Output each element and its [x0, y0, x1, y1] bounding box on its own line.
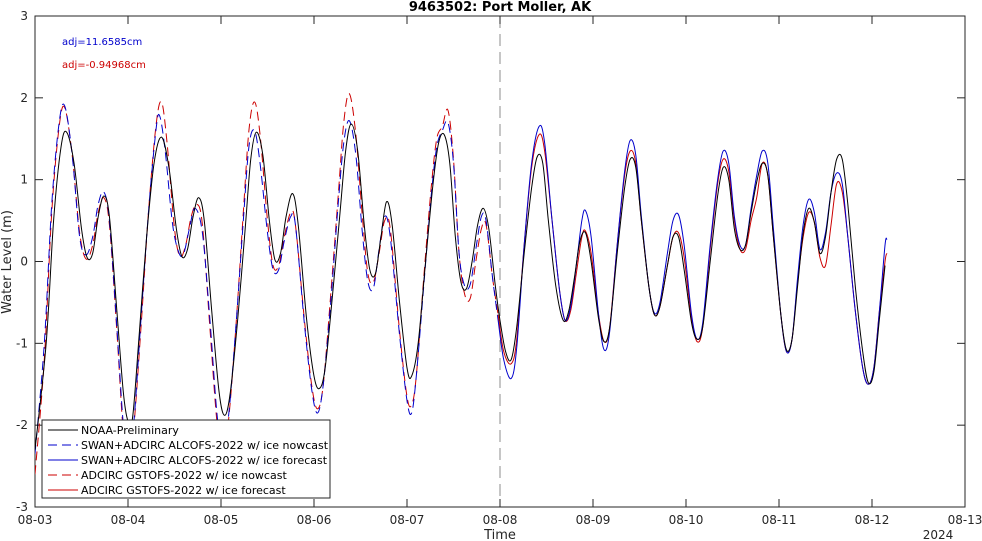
legend-label-3: ADCIRC GSTOFS-2022 w/ ice nowcast: [81, 469, 287, 482]
series-line-4: [497, 133, 888, 385]
y-tick-label: -3: [16, 500, 28, 514]
y-axis-label: Water Level (m): [0, 210, 15, 314]
legend-label-1: SWAN+ADCIRC ALCOFS-2022 w/ ice nowcast: [81, 439, 329, 452]
x-tick-label: 08-03: [18, 513, 53, 527]
x-axis-label: Time: [483, 528, 516, 541]
x-tick-label: 08-09: [576, 513, 611, 527]
x-tick-label: 08-13: [948, 513, 982, 527]
y-tick-label: 0: [20, 255, 28, 269]
y-tick-label: -2: [16, 418, 28, 432]
chart-title: 9463502: Port Moller, AK: [409, 0, 592, 15]
x-tick-label: 08-05: [204, 513, 239, 527]
y-tick-label: 3: [20, 9, 28, 23]
legend-label-2: SWAN+ADCIRC ALCOFS-2022 w/ ice forecast: [81, 454, 328, 467]
x-tick-label: 08-12: [855, 513, 890, 527]
series-group: [35, 93, 888, 475]
x-tick-label: 08-08: [483, 513, 518, 527]
year-label: 2024: [923, 528, 954, 541]
annotation-adj-blue: adj=11.6585cm: [62, 37, 142, 48]
legend: NOAA-Preliminary SWAN+ADCIRC ALCOFS-2022 …: [41, 419, 331, 499]
y-axis-ticks: -3 -2 -1 0 1 2 3: [16, 9, 965, 514]
x-axis-ticks: 08-03 08-04 08-05 08-06 08-07 08-08 08-09 08-10…: [18, 16, 982, 527]
x-tick-label: 08-10: [669, 513, 704, 527]
y-tick-label: 1: [20, 173, 28, 187]
legend-label-0: NOAA-Preliminary: [81, 424, 179, 437]
x-tick-label: 08-04: [111, 513, 146, 527]
y-tick-label: 2: [20, 91, 28, 105]
legend-box: [41, 419, 331, 499]
legend-label-4: ADCIRC GSTOFS-2022 w/ ice forecast: [81, 484, 286, 497]
annotation-adj-red: adj=-0.94968cm: [62, 60, 146, 71]
x-tick-label: 08-07: [390, 513, 425, 527]
x-tick-label: 08-11: [762, 513, 797, 527]
series-line-0: [35, 123, 886, 450]
x-tick-label: 08-06: [297, 513, 332, 527]
y-tick-label: -1: [16, 336, 28, 350]
